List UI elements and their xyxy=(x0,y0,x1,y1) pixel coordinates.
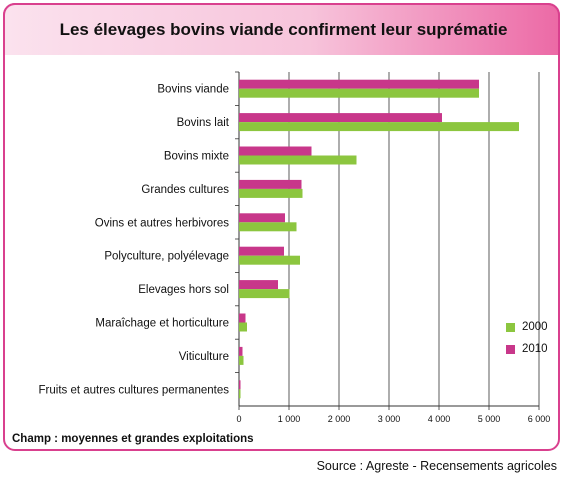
category-label: Elevages hors sol xyxy=(138,284,229,296)
chart-title: Les élevages bovins viande confirment le… xyxy=(59,20,508,39)
bar-2000 xyxy=(239,155,357,165)
x-tick-label: 0 xyxy=(236,414,241,424)
legend-item-2010: 2010 xyxy=(506,340,548,358)
bar-2000 xyxy=(239,355,244,365)
bar-2000 xyxy=(239,389,241,399)
category-label: Bovins mixte xyxy=(164,151,229,163)
x-tick-label: 3 000 xyxy=(378,414,401,424)
category-label: Maraîchage et horticulture xyxy=(95,318,229,330)
bar-2010 xyxy=(239,246,284,256)
legend-label-2010: 2010 xyxy=(522,343,548,355)
bar-2000 xyxy=(239,289,290,299)
bar-2010 xyxy=(239,179,302,189)
bar-2000 xyxy=(239,322,247,332)
source-note: Source : Agreste - Recensements agricole… xyxy=(316,459,557,473)
bar-2010 xyxy=(239,346,243,356)
bar-2000 xyxy=(239,122,519,132)
legend-label-2000: 2000 xyxy=(522,321,548,333)
category-label: Grandes cultures xyxy=(141,184,229,196)
category-label: Fruits et autres cultures permanentes xyxy=(39,384,230,396)
title-banner xyxy=(3,3,560,55)
bar-2010 xyxy=(239,280,278,290)
bar-2010 xyxy=(239,146,312,156)
legend: 2000 2010 xyxy=(506,318,548,362)
x-tick-label: 1 000 xyxy=(278,414,301,424)
category-label: Ovins et autres herbivores xyxy=(95,217,229,229)
chart-footnote: Champ : moyennes et grandes exploitation… xyxy=(12,433,254,445)
x-tick-label: 5 000 xyxy=(478,414,501,424)
legend-swatch-2000 xyxy=(506,322,515,332)
legend-item-2000: 2000 xyxy=(506,318,548,336)
bar-2000 xyxy=(239,88,479,98)
x-tick-label: 6 000 xyxy=(528,414,551,424)
bar-2000 xyxy=(239,188,303,198)
bar-2000 xyxy=(239,255,300,265)
category-label: Polyculture, polyélevage xyxy=(104,251,229,263)
category-label: Bovins lait xyxy=(177,117,230,129)
bar-2010 xyxy=(239,113,442,123)
category-label: Viticulture xyxy=(179,351,229,363)
bar-2010 xyxy=(239,213,285,223)
bar-2010 xyxy=(239,380,241,390)
category-label: Bovins viande xyxy=(157,84,229,96)
bar-2010 xyxy=(239,79,479,89)
x-tick-label: 4 000 xyxy=(428,414,451,424)
x-tick-label: 2 000 xyxy=(328,414,351,424)
legend-swatch-2010 xyxy=(506,344,515,354)
bar-2000 xyxy=(239,222,297,232)
bar-2010 xyxy=(239,313,246,323)
